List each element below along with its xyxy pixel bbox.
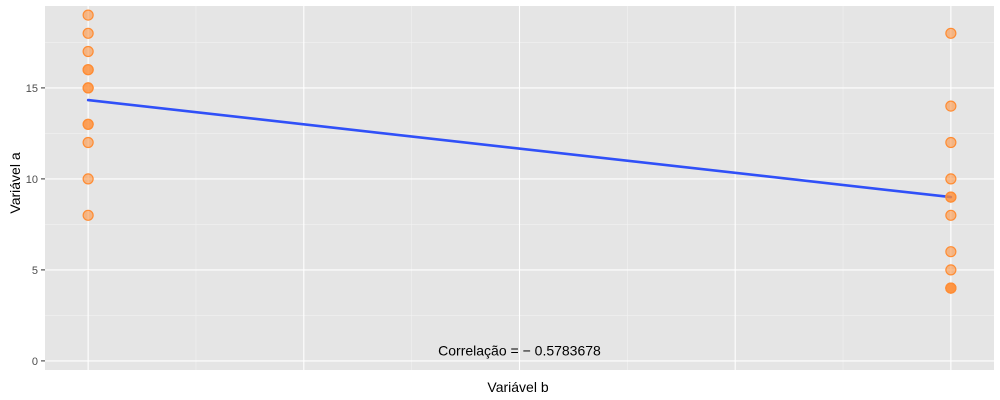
- data-point: [82, 209, 94, 221]
- data-point: [945, 136, 957, 149]
- data-point: [945, 27, 957, 39]
- x-axis-title: Variável b: [487, 379, 548, 395]
- data-point: [82, 9, 94, 21]
- data-point: [82, 45, 94, 58]
- data-point: [945, 209, 957, 221]
- data-point: [945, 100, 957, 112]
- y-tick-label: 10: [26, 174, 38, 186]
- y-tick-label: 0: [32, 356, 38, 368]
- y-tick-label: 15: [26, 83, 38, 95]
- data-point: [945, 264, 957, 276]
- data-point: [82, 173, 94, 185]
- data-point: [82, 64, 94, 76]
- data-point: [945, 282, 957, 294]
- data-point: [82, 27, 94, 39]
- regression-line: [86, 98, 953, 199]
- data-point: [945, 173, 957, 185]
- data-point: [82, 118, 94, 130]
- correlation-annotation: Correlação = − 0.5783678: [438, 342, 601, 358]
- data-points: [82, 9, 957, 294]
- y-tick-label: 5: [32, 265, 38, 277]
- y-axis-title: Variável a: [7, 152, 23, 213]
- data-point: [945, 246, 957, 258]
- y-axis-ticks: 0 5 10 15: [26, 83, 45, 368]
- data-point: [82, 136, 94, 149]
- data-point: [945, 191, 957, 203]
- data-point: [82, 82, 94, 94]
